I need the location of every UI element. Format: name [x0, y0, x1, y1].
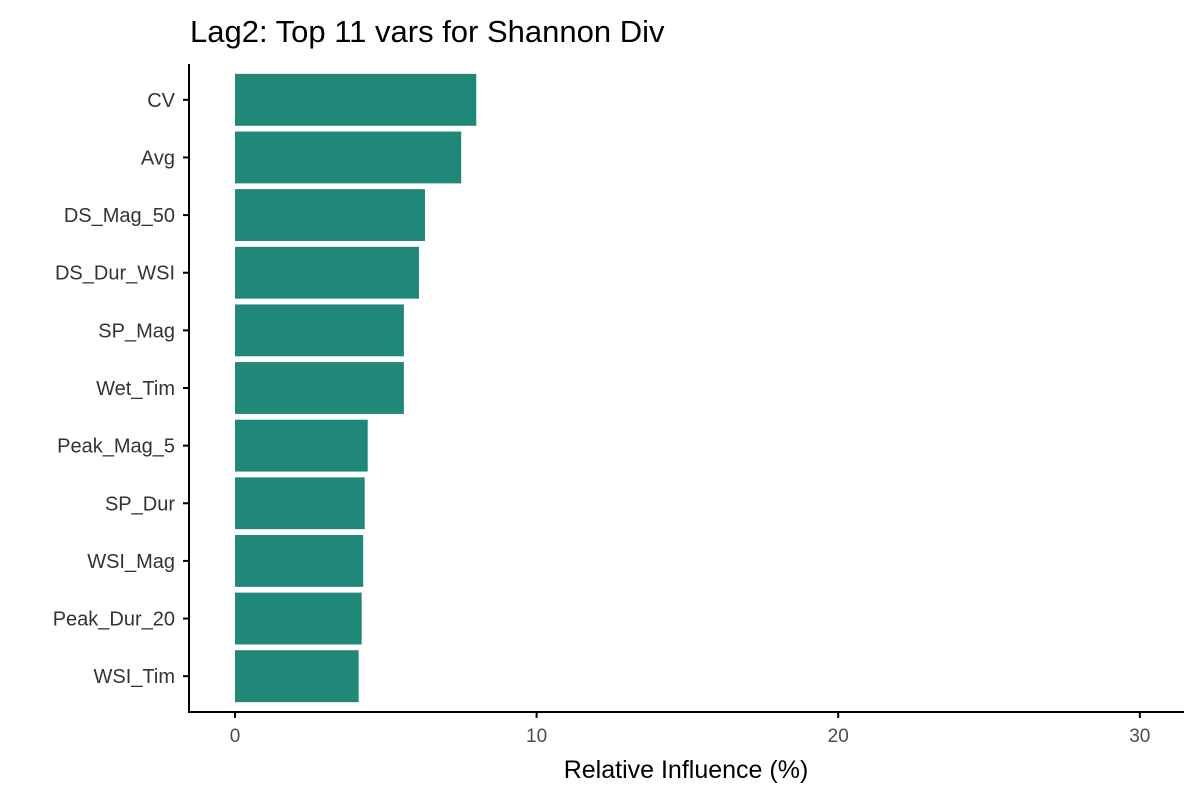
x-axis-ticks: 0 10 20 30: [230, 712, 1150, 747]
y-tick-label: WSI_Tim: [94, 666, 175, 688]
y-tick-label: DS_Dur_WSI: [55, 263, 175, 285]
y-tick-label: DS_Mag_50: [64, 205, 175, 227]
chart-title: Lag2: Top 11 vars for Shannon Div: [190, 14, 665, 49]
y-tick-label: Peak_Dur_20: [53, 609, 175, 631]
bar-sp-dur: [235, 477, 365, 530]
y-tick-label: WSI_Mag: [87, 551, 175, 573]
bar-wsi-mag: [235, 534, 364, 587]
y-tick-label: CV: [147, 90, 175, 112]
x-tick-label: 20: [828, 726, 849, 747]
y-tick-label: Avg: [141, 147, 175, 169]
y-tick-label: SP_Mag: [98, 320, 175, 342]
bar-peak-mag-5: [235, 419, 368, 472]
bar-peak-dur-20: [235, 592, 362, 645]
y-tick-label: Peak_Mag_5: [57, 436, 175, 458]
bar-ds-mag-50: [235, 189, 426, 242]
y-axis-ticks: CV Avg DS_Mag_50 DS_Dur_WSI SP_Mag Wet_Tim Pea…: [53, 90, 189, 688]
bar-sp-mag: [235, 304, 404, 357]
x-tick-label: 0: [230, 726, 241, 747]
y-tick-label: SP_Dur: [105, 493, 175, 515]
bar-wsi-tim: [235, 650, 359, 703]
bar-avg: [235, 131, 462, 184]
bars-group: [235, 73, 477, 703]
bar-cv: [235, 73, 477, 126]
x-axis-title: Relative Influence (%): [564, 756, 809, 784]
bar-wet-tim: [235, 362, 404, 414]
y-tick-label: Wet_Tim: [96, 378, 175, 400]
x-tick-label: 30: [1129, 726, 1150, 747]
bar-ds-dur-wsi: [235, 246, 419, 299]
x-tick-label: 10: [526, 726, 547, 747]
